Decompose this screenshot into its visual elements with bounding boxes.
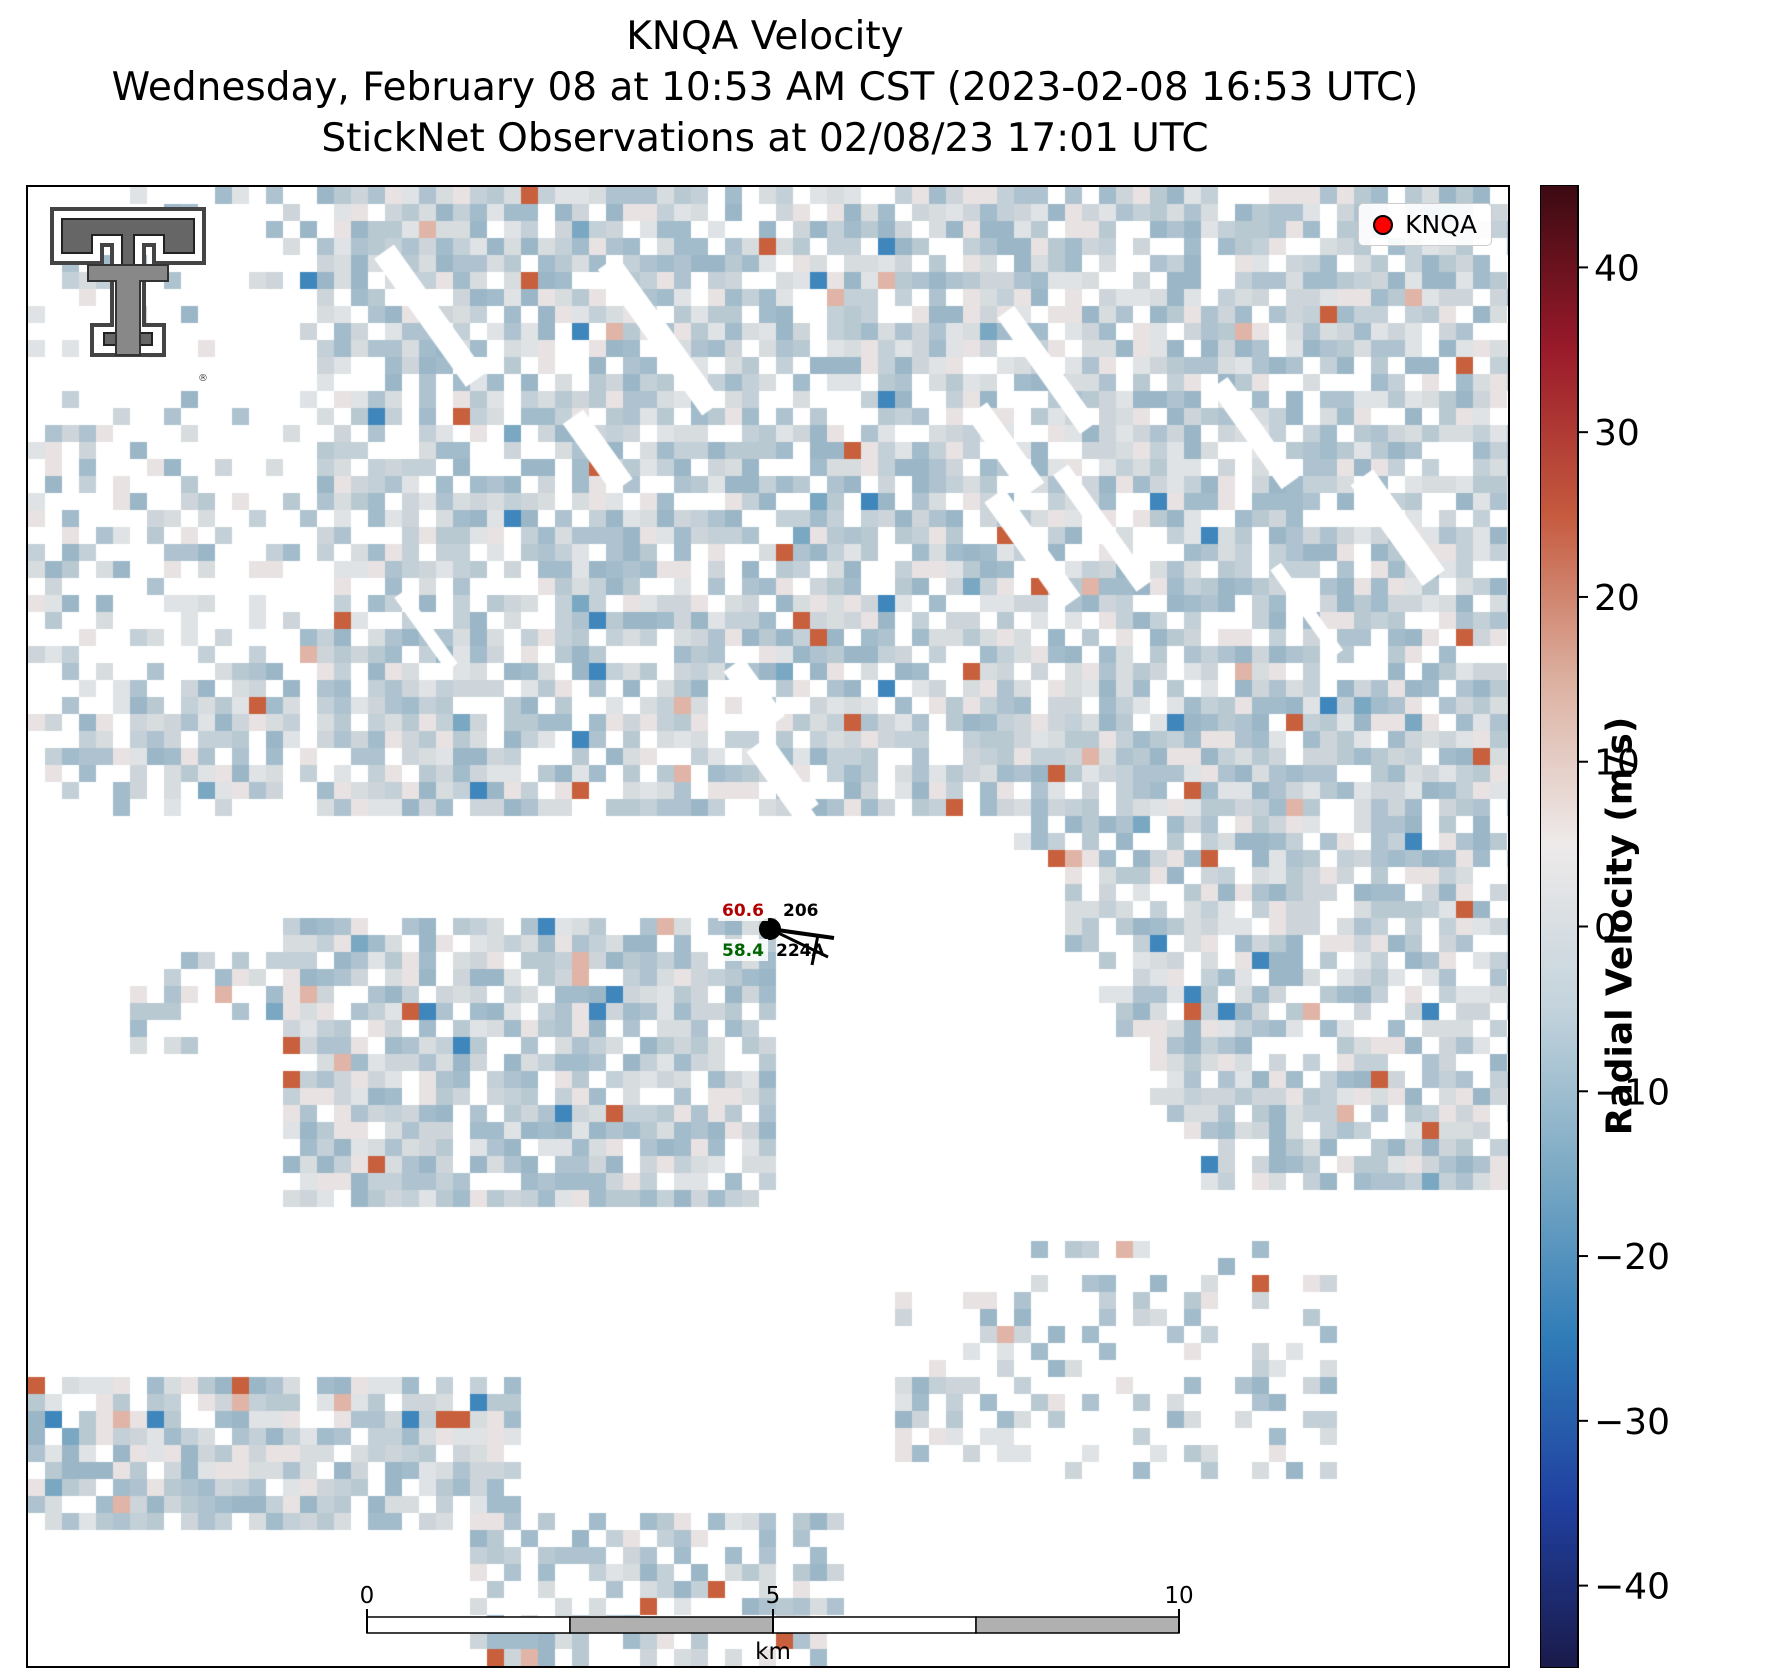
colorbar: 40 30 20 10 0 −10 −20 −30 −40	[1539, 184, 1780, 1669]
scale-segment-4	[975, 1616, 1180, 1634]
texas-tech-double-t-logo: ®	[50, 207, 208, 384]
scale-label-10: 10	[1164, 1583, 1193, 1609]
map-legend: KNQA	[1358, 203, 1492, 246]
logo-registered: ®	[198, 373, 208, 384]
dewpoint-bg	[718, 939, 768, 961]
colorbar-tick-label: 10	[1594, 743, 1640, 784]
radar-map[interactable]: 60.6 206 58.4 224A 0 5 10 km ®	[26, 185, 1510, 1668]
colorbar-tick-label: −30	[1594, 1402, 1670, 1443]
colorbar-tick-label: −20	[1594, 1237, 1670, 1278]
station-pressure: 206	[783, 901, 819, 921]
temperature-bg	[718, 899, 768, 921]
title-line-3: StickNet Observations at 02/08/23 17:01 …	[321, 116, 1209, 161]
colorbar-tick-label: −10	[1594, 1072, 1670, 1113]
colorbar-tick-label: 20	[1594, 578, 1640, 619]
sticknet-station[interactable]: 60.6 206 58.4 224A	[718, 899, 835, 966]
colorbar-label: Radial Velocity (m/s)	[1599, 716, 1641, 1136]
colorbar-svg: 40 30 20 10 0 −10 −20 −30 −40	[1539, 184, 1670, 1669]
station-marker	[759, 918, 781, 940]
legend-label: KNQA	[1405, 210, 1477, 239]
scale-label-0: 0	[360, 1583, 375, 1609]
title-line-1: KNQA Velocity	[626, 14, 904, 59]
colorbar-gradient	[1539, 184, 1579, 1669]
scale-segment-3	[772, 1616, 977, 1634]
scale-segment-1	[366, 1616, 571, 1634]
station-dewpoint: 58.4	[722, 941, 764, 961]
station-temperature: 60.6	[722, 901, 764, 921]
scale-unit: km	[755, 1639, 791, 1665]
wind-barb-flag	[810, 934, 820, 966]
scale-segment-2	[569, 1616, 774, 1634]
colorbar-tick-label: 0	[1594, 908, 1617, 949]
radar-site-marker-icon	[1373, 214, 1394, 235]
colorbar-tick-label: 30	[1594, 413, 1640, 454]
colorbar-tick-label: −40	[1594, 1567, 1670, 1608]
title-line-2: Wednesday, February 08 at 10:53 AM CST (…	[111, 65, 1419, 110]
station-id: 224A	[776, 941, 825, 961]
colorbar-tick-label: 40	[1594, 248, 1640, 289]
scale-label-5: 5	[766, 1583, 781, 1609]
map-overlay: 60.6 206 58.4 224A 0 5 10 km	[360, 899, 1194, 1665]
scale-bar: 0 5 10 km	[360, 1583, 1194, 1665]
